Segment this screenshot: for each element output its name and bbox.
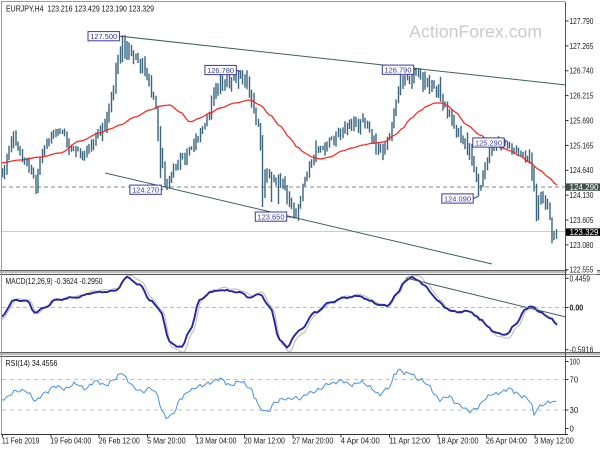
svg-text:-0.5916: -0.5916 bbox=[570, 346, 594, 355]
svg-text:126.215: 126.215 bbox=[570, 92, 594, 101]
svg-text:127.500: 127.500 bbox=[90, 32, 117, 41]
svg-text:3 May 12:00: 3 May 12:00 bbox=[534, 437, 574, 446]
svg-text:27 Mar 20:00: 27 Mar 20:00 bbox=[292, 437, 333, 446]
svg-text:124.090: 124.090 bbox=[444, 194, 471, 203]
svg-text:0.4459: 0.4459 bbox=[570, 274, 591, 283]
svg-text:20 Mar 12:00: 20 Mar 12:00 bbox=[244, 437, 285, 446]
svg-text:18 Apr 20:00: 18 Apr 20:00 bbox=[438, 437, 479, 446]
svg-text:26 Feb 12:00: 26 Feb 12:00 bbox=[99, 437, 140, 446]
svg-text:125.165: 125.165 bbox=[570, 141, 594, 150]
svg-text:30: 30 bbox=[570, 406, 579, 415]
svg-text:127.790: 127.790 bbox=[570, 17, 594, 26]
svg-text:5 Mar 20:00: 5 Mar 20:00 bbox=[147, 437, 186, 446]
svg-text:100: 100 bbox=[570, 357, 581, 366]
svg-text:EURJPY,H4 123.216 123.429 123: EURJPY,H4 123.216 123.429 123.190 123.32… bbox=[6, 4, 154, 14]
svg-text:11 Feb 2019: 11 Feb 2019 bbox=[2, 437, 40, 446]
svg-text:26 Apr 04:00: 26 Apr 04:00 bbox=[486, 437, 527, 446]
svg-text:11 Apr 12:00: 11 Apr 12:00 bbox=[389, 437, 431, 446]
svg-text:124.130: 124.130 bbox=[570, 191, 594, 200]
svg-text:125.690: 125.690 bbox=[570, 116, 594, 125]
svg-text:4 Apr 04:00: 4 Apr 04:00 bbox=[341, 437, 381, 446]
svg-text:0: 0 bbox=[570, 424, 575, 433]
svg-text:126.790: 126.790 bbox=[385, 66, 412, 75]
svg-text:125.290: 125.290 bbox=[475, 138, 502, 147]
svg-text:124.640: 124.640 bbox=[570, 166, 594, 175]
svg-text:127.265: 127.265 bbox=[570, 42, 594, 51]
svg-text:123.329: 123.329 bbox=[570, 228, 600, 237]
svg-text:19 Feb 04:00: 19 Feb 04:00 bbox=[50, 437, 91, 446]
svg-text:70: 70 bbox=[570, 375, 579, 384]
svg-text:126.780: 126.780 bbox=[207, 66, 234, 75]
svg-text:123.605: 123.605 bbox=[570, 216, 594, 225]
svg-text:123.080: 123.080 bbox=[570, 241, 594, 250]
svg-text:124.290: 124.290 bbox=[570, 183, 600, 192]
svg-text:13 Mar 04:00: 13 Mar 04:00 bbox=[196, 437, 237, 446]
svg-text:MACD(12,26,9) -0.3624 -0.2950: MACD(12,26,9) -0.3624 -0.2950 bbox=[6, 277, 103, 286]
svg-text:124.270: 124.270 bbox=[132, 186, 159, 195]
svg-text:RSI(14) 34.4556: RSI(14) 34.4556 bbox=[6, 359, 58, 368]
svg-text:126.740: 126.740 bbox=[570, 67, 594, 76]
svg-text:ActionForex.com: ActionForex.com bbox=[409, 21, 542, 41]
svg-text:0.00: 0.00 bbox=[570, 303, 584, 312]
svg-text:123.650: 123.650 bbox=[258, 212, 285, 221]
